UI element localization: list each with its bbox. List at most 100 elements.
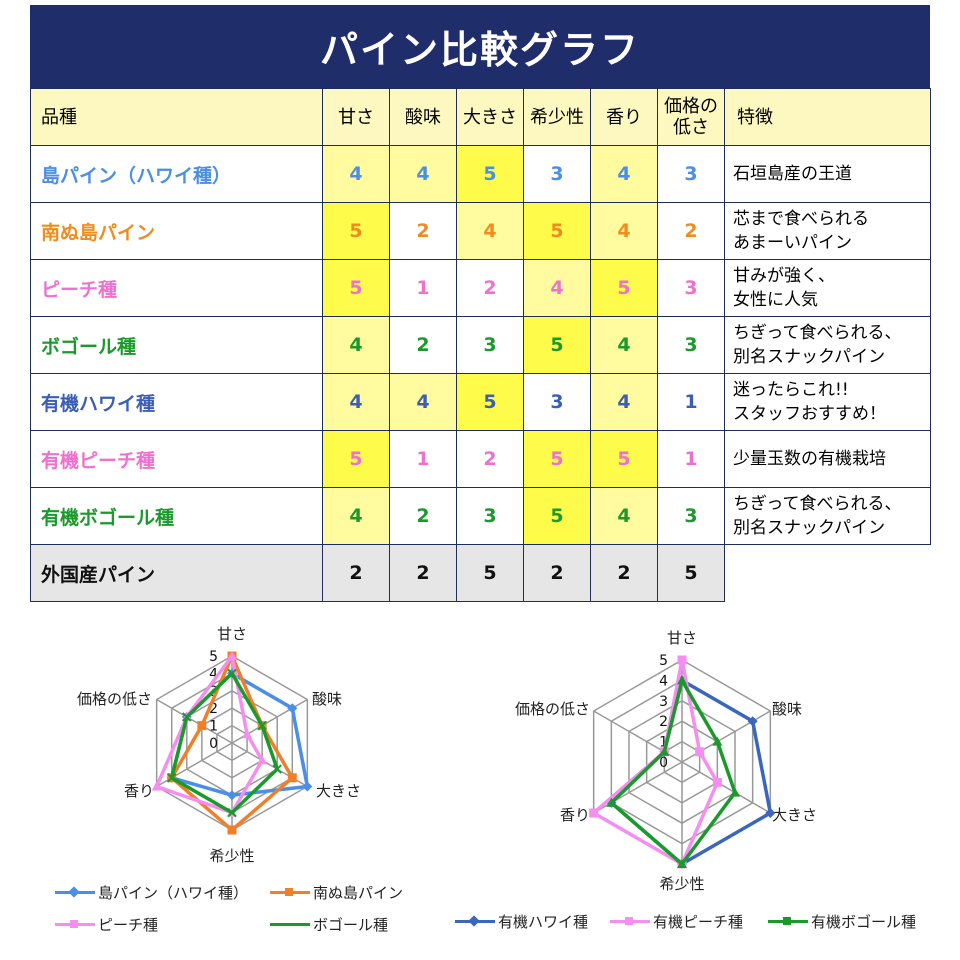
data-point (257, 720, 267, 731)
series-有機ボゴール種 (606, 675, 741, 868)
data-point (227, 825, 237, 835)
score-cell: 5 (456, 544, 524, 602)
data-point (272, 764, 282, 774)
legend-swatch-icon (270, 888, 310, 896)
legend-swatch-icon (610, 917, 650, 925)
score-cell: 4 (523, 259, 591, 317)
table-row: ボゴール種 4 2 3 5 4 3 ちぎって食べられる、 別名スナックパイン (30, 316, 931, 374)
score-cell: 2 (590, 544, 658, 602)
data-point (302, 781, 313, 792)
grid-spoke (156, 698, 233, 744)
legend-label: ピーチ種 (98, 916, 159, 934)
legend-item: 有機ボゴール種 (768, 911, 916, 932)
legend-swatch-icon (270, 923, 310, 926)
axis-label: 大きさ (772, 806, 817, 824)
legend-swatch-icon (455, 915, 495, 927)
score-cell: 5 (590, 430, 658, 488)
data-point (167, 773, 177, 783)
score-cell: 2 (657, 202, 725, 260)
data-point (227, 807, 237, 818)
score-cell: 2 (389, 316, 457, 374)
score-cell: 4 (590, 202, 658, 260)
data-point (712, 736, 723, 746)
data-point (257, 755, 268, 765)
header-cell: 価格の 低さ (657, 88, 725, 146)
legend-swatch-icon (768, 917, 808, 925)
legend-label: 有機ピーチ種 (653, 913, 744, 931)
axis-label: 価格の低さ (77, 690, 152, 708)
feature-cell: 石垣島産の王道 (724, 145, 931, 203)
legend-item: 島パイン（ハワイ種） (55, 882, 248, 903)
score-cell: 1 (389, 430, 457, 488)
table-row: 有機ピーチ種 5 1 2 5 5 1 少量玉数の有機栽培 (30, 430, 931, 488)
data-point (182, 712, 192, 722)
variety-name: 外国産パイン (30, 544, 323, 602)
grid-spoke (593, 761, 683, 814)
score-cell: 5 (322, 202, 390, 260)
data-point (197, 721, 207, 731)
score-cell: 3 (456, 487, 524, 545)
data-point (287, 773, 297, 783)
page-title: パイン比較グラフ (30, 5, 930, 88)
legend-label: 島パイン（ハワイ種） (98, 884, 249, 902)
header-cell: 甘さ (322, 88, 390, 146)
tick-label: 2 (659, 714, 668, 730)
data-point (677, 675, 687, 685)
legend-label: 有機ボゴール種 (811, 913, 917, 931)
variety-name: 有機ピーチ種 (30, 430, 323, 488)
feature-cell: ちぎって食べられる、 別名スナックパイン (724, 487, 931, 545)
tick-label: 2 (209, 701, 218, 717)
feature-cell: 芯まで食べられる あまーいパイン (724, 202, 931, 260)
score-cell: 5 (322, 259, 390, 317)
axis-label: 価格の低さ (515, 700, 590, 718)
score-cell: 4 (590, 145, 658, 203)
header-cell: 品種 (30, 88, 323, 146)
legend-item: 南ぬ島パイン (270, 882, 403, 903)
variety-name: 有機ハワイ種 (30, 373, 323, 431)
score-cell: 5 (456, 145, 524, 203)
score-cell: 4 (322, 373, 390, 431)
data-point (227, 790, 237, 801)
score-cell: 5 (523, 316, 591, 374)
score-cell: 4 (590, 487, 658, 545)
score-cell: 5 (523, 202, 591, 260)
tick-label: 5 (659, 653, 668, 669)
score-cell: 3 (657, 145, 725, 203)
data-point (730, 787, 741, 797)
header-cell: 酸味 (389, 88, 457, 146)
score-cell: 2 (389, 202, 457, 260)
table-row: 南ぬ島パイン 5 2 4 5 4 2 芯まで食べられる あまーいパイン (30, 202, 931, 260)
series-ボゴール種 (167, 668, 282, 818)
score-cell: 2 (322, 544, 390, 602)
legend-swatch-icon (55, 886, 95, 898)
score-cell: 2 (523, 544, 591, 602)
tick-label: 4 (209, 666, 218, 682)
comparison-table: 品種 甘さ 酸味 大きさ 希少性 香り 価格の 低さ 特徴 島パイン（ハワイ種） 4 4 5 3 4 3 石垣… (30, 88, 931, 602)
score-cell: 4 (590, 316, 658, 374)
legend-label: 南ぬ島パイン (313, 884, 404, 902)
variety-name: ピーチ種 (30, 259, 323, 317)
axis-label: 大きさ (316, 782, 361, 800)
data-point (227, 668, 237, 679)
header-cell: 大きさ (456, 88, 524, 146)
score-cell: 5 (657, 544, 725, 602)
score-cell: 1 (657, 373, 725, 431)
axis-label: 酸味 (772, 700, 802, 718)
axis-label: 甘さ (217, 625, 247, 643)
axis-label: 酸味 (312, 690, 342, 708)
score-cell: 4 (322, 145, 390, 203)
tick-label: 4 (659, 673, 668, 689)
score-cell: 5 (523, 487, 591, 545)
axis-label: 甘さ (667, 629, 697, 647)
tick-label: 0 (659, 755, 668, 771)
tick-label: 1 (659, 735, 668, 751)
empty-cell (724, 544, 931, 602)
variety-name: 有機ボゴール種 (30, 487, 323, 545)
header-cell: 香り (590, 88, 658, 146)
feature-cell: ちぎって食べられる、 別名スナックパイン (724, 316, 931, 374)
score-cell: 3 (456, 316, 524, 374)
data-point (747, 716, 758, 727)
table-row: 有機ハワイ種 4 4 5 3 4 1 迷ったらこれ!! スタッフおすすめ！ (30, 373, 931, 431)
data-point (695, 747, 705, 757)
